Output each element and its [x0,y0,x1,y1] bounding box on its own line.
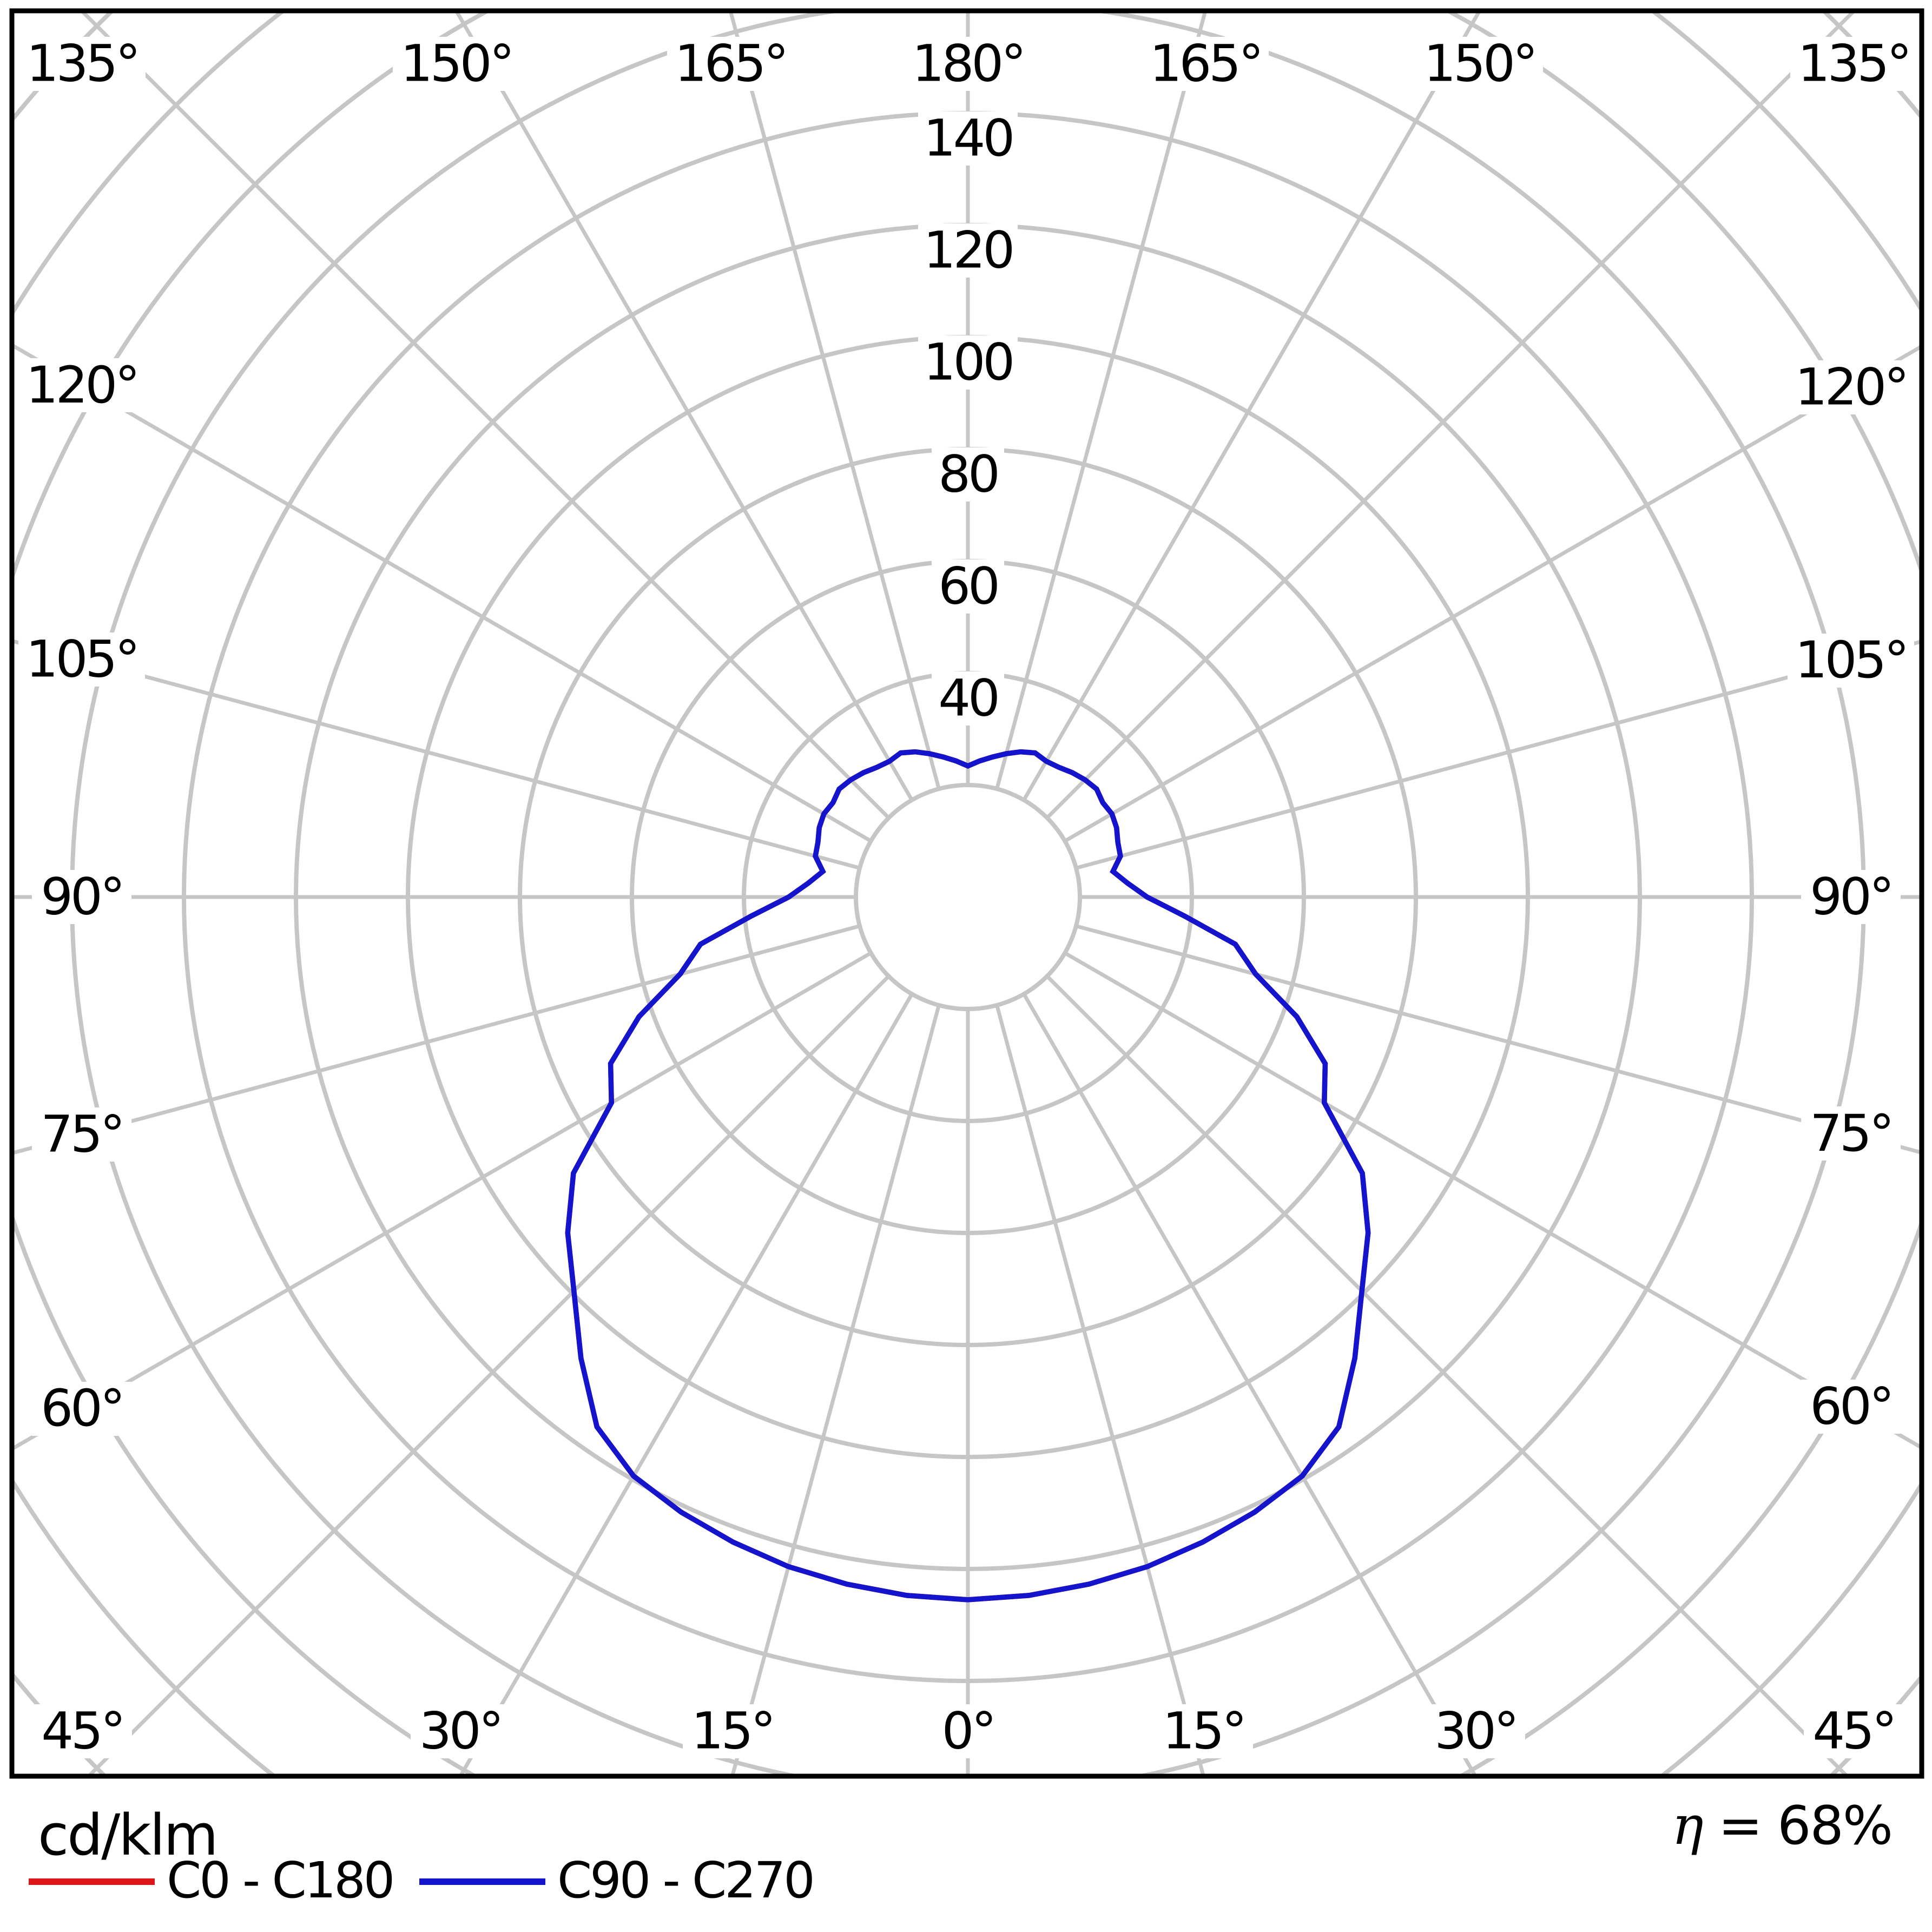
radial-tick-label-40: 40 [938,669,998,728]
legend-swatch-c0-c180 [29,1878,155,1885]
angle-label-105-left: 105° [26,630,137,689]
eta-value: = 68% [1702,1795,1893,1857]
angle-label-105-right-bg [1788,634,1914,688]
grid-spoke-165 [995,13,1207,790]
grid-spoke-60 [1064,951,1920,1449]
angle-label-120-right: 120° [1795,358,1907,417]
angle-label-120-left-bg [18,358,145,412]
angle-label-150-right: 150° [1423,35,1535,94]
angle-label-30-right: 30° [1434,1702,1516,1761]
angle-label-135-right-bg [1790,37,1917,91]
angle-label-135-left-bg [19,37,146,91]
grid-spoke-330 [459,993,914,1774]
efficiency-label: η = 68% [1672,1799,1893,1852]
radial-tick-label-100-bg [918,335,1018,390]
angle-label-15-left-bg [683,1704,782,1758]
grid-spoke-105 [1075,640,1920,870]
angle-label-30-right-bg [1426,1704,1525,1758]
radial-tick-label-100: 100 [924,333,1012,392]
grid-spoke-195 [729,13,941,790]
angle-label-165-right: 165° [1150,35,1261,94]
angle-label-45-right-bg [1804,1704,1903,1758]
radial-tick-label-80-bg [932,447,1004,502]
angle-label-0: 0° [942,1702,994,1761]
angle-label-60-right-bg [1801,1380,1901,1434]
angle-label-90-right-bg [1801,870,1901,924]
grid-spoke-255 [14,639,861,870]
angle-label-165-left-bg [667,37,794,91]
angle-label-75-left-bg [32,1107,131,1162]
radial-tick-label-140-bg [918,111,1018,166]
angle-label-90-right: 90° [1810,868,1892,927]
grid-spoke-240 [14,344,872,843]
radial-tick-label-60-bg [932,559,1004,614]
legend-label-c90-c270: C90 - C270 [557,1851,815,1909]
angle-label-60-right: 60° [1810,1377,1892,1436]
angle-label-30-left-bg [411,1704,510,1758]
legend-swatch-c90-c270 [419,1878,545,1885]
angle-label-45-left-bg [32,1704,132,1758]
grid-spoke-315 [88,974,891,1774]
grid-spoke-300 [14,951,872,1450]
angle-label-0-bg [932,1704,1004,1758]
angle-label-180-bg [905,37,1031,91]
grid-spoke-75 [1075,924,1920,1154]
angle-label-60-left-bg [32,1382,131,1436]
radial-tick-label-80: 80 [938,445,998,504]
angle-label-135-left: 135° [27,35,138,94]
angle-label-90-left-bg [32,870,131,924]
angle-label-15-right-bg [1153,1704,1253,1758]
angle-label-150-left: 150° [400,35,512,94]
grid-spoke-150 [1022,13,1481,801]
angle-label-105-left-bg [18,632,145,687]
axis-labels: 40 60 80 100 120 140 0° 15° 15° 30° 30° 45° 45° 60° 60… [18,35,1917,1761]
angle-label-105-right: 105° [1795,631,1907,690]
radial-tick-label-60: 60 [938,557,998,616]
curve-c90-c270 [565,749,1371,1603]
grid-spoke-285 [14,924,861,1155]
grid-ring-20 [854,783,1082,1011]
angle-label-165-right-bg [1142,37,1269,91]
grid-spoke-345 [731,1004,941,1774]
angle-label-165-left: 165° [675,35,786,94]
angle-label-15-left: 15° [691,1702,774,1761]
angle-label-45-left: 45° [41,1702,123,1761]
angle-label-150-left-bg [393,37,519,91]
angle-label-75-left: 75° [41,1105,123,1164]
grid-spoke-210 [455,13,914,801]
eta-symbol: η [1672,1795,1704,1857]
radial-tick-label-40-bg [932,671,1004,726]
angle-label-75-right: 75° [1810,1104,1892,1163]
grid-spoke-30 [1022,993,1476,1774]
angle-label-60-left: 60° [41,1379,123,1438]
grid-spoke-15 [995,1004,1205,1774]
angle-label-135-right: 135° [1798,35,1909,94]
radial-tick-label-120: 120 [924,221,1012,280]
radial-tick-label-140: 140 [924,109,1012,168]
angle-label-30-left: 30° [419,1702,502,1761]
angle-label-45-right: 45° [1812,1702,1895,1761]
angle-label-90-left: 90° [41,868,123,927]
grid-spoke-120 [1064,345,1920,843]
radial-tick-label-120-bg [918,223,1018,278]
angle-label-120-right-bg [1788,360,1914,414]
angle-label-15-right: 15° [1163,1702,1245,1761]
angle-label-150-right-bg [1416,37,1543,91]
angle-label-75-right-bg [1801,1106,1901,1160]
chart-frame [9,8,1924,1779]
legend-label-c0-c180: C0 - C180 [167,1851,395,1909]
angle-label-180: 180° [912,35,1024,94]
angle-label-120-left: 120° [26,356,137,415]
unit-label: cd/klm [38,1802,219,1868]
